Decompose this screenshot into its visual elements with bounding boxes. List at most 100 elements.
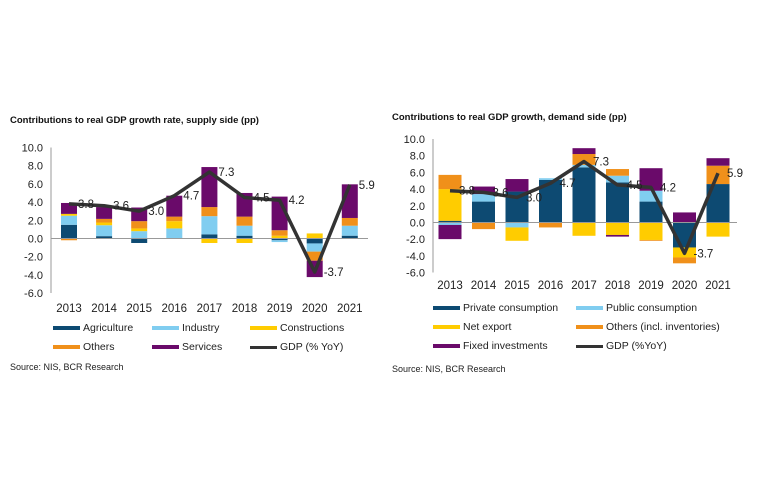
bar-private-consumption-2015 <box>505 191 529 223</box>
legend-public-consumption: Public consumption <box>576 302 697 314</box>
legend-label: Agriculture <box>83 322 134 334</box>
bar-others-incl-inventories--2018 <box>606 169 629 176</box>
gdp-data-label: 7.3 <box>218 167 234 179</box>
bar-public-consumption-2017 <box>572 164 596 168</box>
x-tick-label: 2017 <box>571 280 597 292</box>
bar-others-2016 <box>166 216 183 222</box>
bar-industry-2016 <box>166 228 183 239</box>
x-tick-label: 2015 <box>504 280 530 292</box>
gdp-data-label: 4.5 <box>254 193 270 205</box>
bar-services-2013 <box>61 202 77 214</box>
bar-others-incl-inventories--2016 <box>539 222 562 228</box>
bar-industry-2015 <box>131 231 148 239</box>
legend-swatch <box>152 345 179 349</box>
bar-fixed-investments-2017 <box>572 148 596 155</box>
bar-constructions-2018 <box>236 238 253 243</box>
legend-constructions: Constructions <box>250 322 344 334</box>
bar-others-2021 <box>341 217 358 226</box>
legend-gdp: GDP (% YoY) <box>250 341 343 353</box>
bar-constructions-2013 <box>61 213 77 216</box>
y-tick-label: 10.0 <box>404 134 425 146</box>
x-tick-label: 2013 <box>437 280 463 292</box>
bar-net-export-2017 <box>572 222 596 236</box>
gdp-data-label: 4.2 <box>660 182 676 194</box>
demand-chart-title: Contributions to real GDP growth, demand… <box>392 112 627 123</box>
bar-others-2013 <box>61 238 77 241</box>
bar-public-consumption-2013 <box>438 222 462 225</box>
legend-swatch <box>250 326 277 330</box>
bar-industry-2014 <box>96 225 113 237</box>
legend-label: Public consumption <box>606 302 698 314</box>
x-tick-label: 2019 <box>638 280 664 292</box>
legend-industry: Industry <box>152 322 219 334</box>
bar-industry-2020 <box>306 243 323 252</box>
bar-private-consumption-2017 <box>572 167 596 223</box>
x-tick-label: 2018 <box>232 303 258 315</box>
x-tick-label: 2014 <box>471 280 497 292</box>
bar-services-2014 <box>96 207 113 219</box>
legend-label: Net export <box>463 321 512 333</box>
bar-others-incl-inventories--2019 <box>639 239 663 241</box>
bar-private-consumption-2014 <box>472 201 495 223</box>
demand-source: Source: NIS, BCR Research <box>392 364 506 374</box>
legend-swatch <box>433 325 460 329</box>
y-tick-label: 2.0 <box>28 215 43 227</box>
bar-agriculture-2013 <box>61 224 77 239</box>
x-tick-label: 2016 <box>162 303 188 315</box>
gdp-data-label: -3.7 <box>324 267 344 279</box>
legend-swatch <box>433 344 460 348</box>
gdp-data-label: 3.6 <box>493 187 509 199</box>
legend-swatch <box>53 326 80 330</box>
bar-others-2019 <box>271 230 288 236</box>
bar-others-2015 <box>131 221 148 229</box>
bar-net-export-2021 <box>706 222 730 237</box>
gdp-data-label: 3.8 <box>459 186 475 198</box>
bar-private-consumption-2018 <box>606 182 629 223</box>
legend-swatch <box>576 325 603 329</box>
bar-others-2017 <box>201 207 218 217</box>
legend-label: Services <box>182 341 223 353</box>
legend-fixed-investments: Fixed investments <box>433 340 548 352</box>
y-tick-label: 0.0 <box>410 217 425 229</box>
bar-constructions-2014 <box>96 222 113 226</box>
bar-private-consumption-2021 <box>706 184 730 223</box>
bar-private-consumption-2013 <box>438 220 462 223</box>
legend-services: Services <box>152 341 222 353</box>
legend-others: Others <box>53 341 115 353</box>
bar-agriculture-2014 <box>96 236 113 239</box>
gdp-data-label: 4.7 <box>183 191 199 203</box>
bar-constructions-2020 <box>306 233 323 239</box>
legend-label: GDP (% YoY) <box>280 341 344 353</box>
bar-agriculture-2020 <box>306 238 323 244</box>
bar-public-consumption-2014 <box>472 194 495 202</box>
bar-private-consumption-2019 <box>639 201 663 223</box>
bar-constructions-2019 <box>271 235 288 239</box>
bar-fixed-investments-2013 <box>438 224 462 240</box>
bar-others-2014 <box>96 218 113 223</box>
gdp-data-label: 4.5 <box>627 180 643 192</box>
gdp-line <box>449 159 720 256</box>
bar-fixed-investments-2020 <box>673 212 696 223</box>
bar-net-export-2013 <box>438 189 462 221</box>
legend-private-consumption: Private consumption <box>433 302 558 314</box>
bar-industry-2017 <box>201 216 218 235</box>
bar-others-2020 <box>306 251 323 261</box>
y-tick-label: -4.0 <box>406 251 425 263</box>
y-tick-label: 0.0 <box>28 233 43 245</box>
bar-agriculture-2021 <box>341 235 358 239</box>
y-tick-label: 4.0 <box>410 184 425 196</box>
bar-public-consumption-2015 <box>505 222 529 228</box>
gdp-data-label: 5.9 <box>359 180 375 192</box>
y-tick-label: 10.0 <box>22 143 43 155</box>
supply-chart-title: Contributions to real GDP growth rate, s… <box>10 115 259 126</box>
bar-industry-2013 <box>61 215 77 225</box>
x-tick-label: 2017 <box>197 303 223 315</box>
bar-agriculture-2019 <box>271 238 288 241</box>
x-tick-label: 2018 <box>605 280 631 292</box>
y-tick-label: -6.0 <box>406 268 425 280</box>
x-tick-label: 2015 <box>126 303 152 315</box>
bar-constructions-2016 <box>166 221 183 229</box>
legend-net-export: Net export <box>433 321 511 333</box>
y-tick-label: 6.0 <box>410 167 425 179</box>
